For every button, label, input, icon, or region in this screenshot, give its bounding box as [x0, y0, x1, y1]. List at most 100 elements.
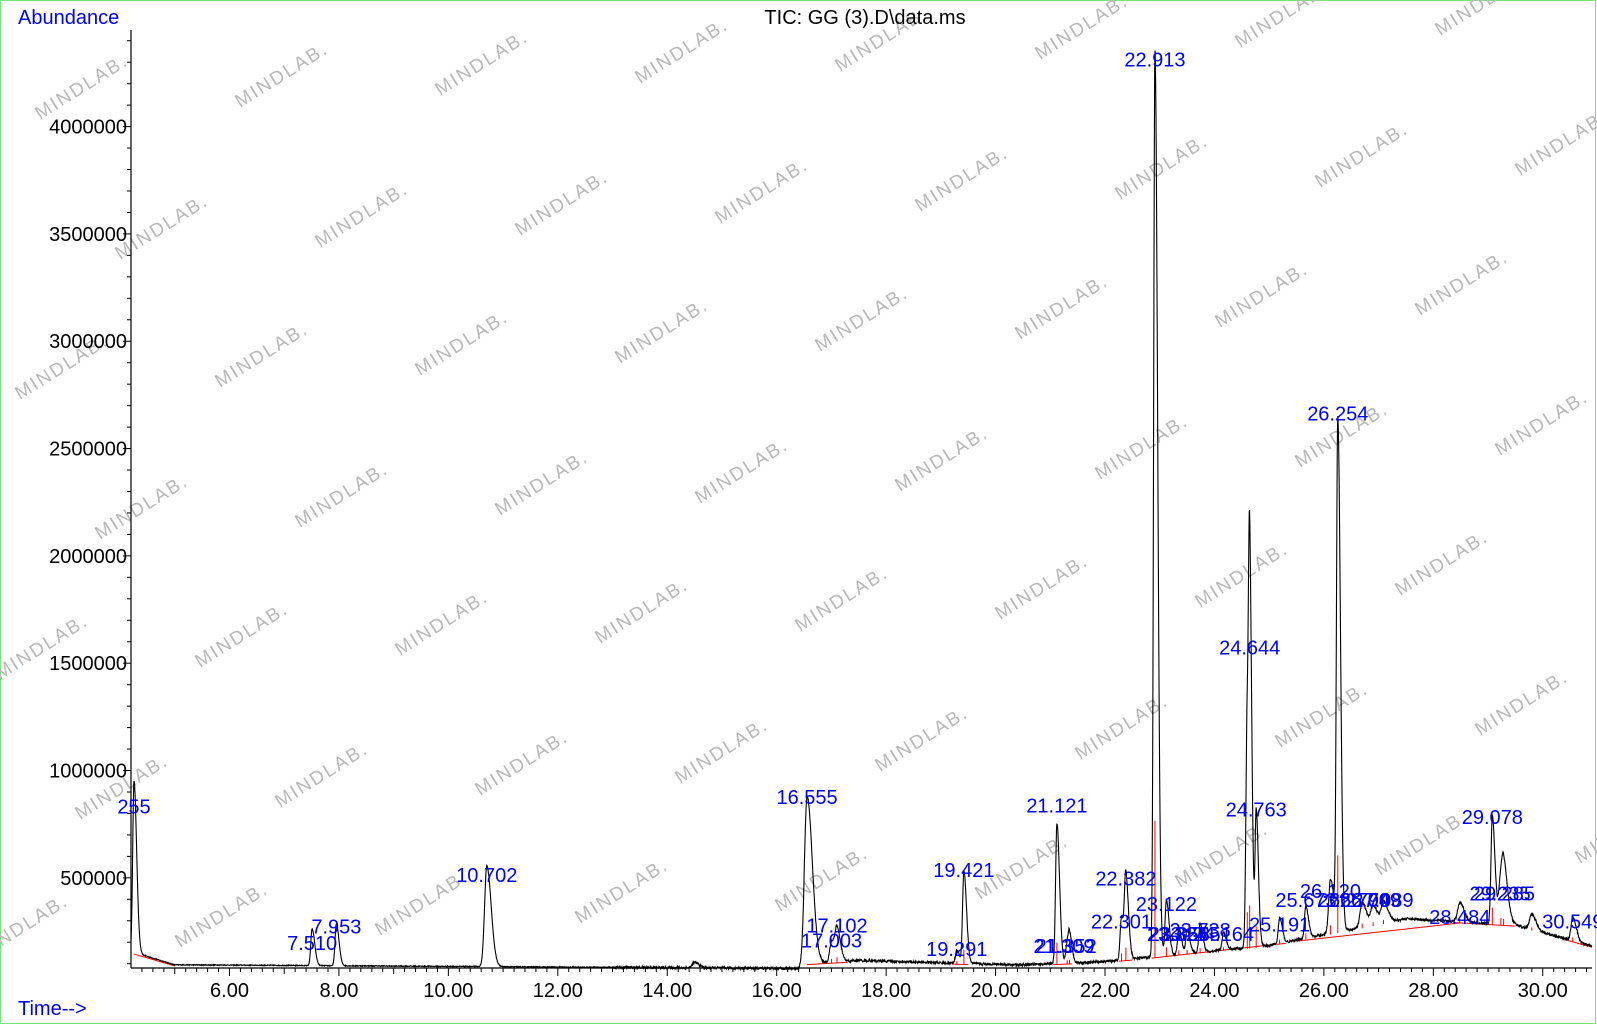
peak-label: 23.358	[1149, 924, 1210, 946]
peak-label: 7.953	[311, 917, 361, 939]
x-tick-label: 24.00	[1189, 980, 1239, 1002]
peak-label: 17.003	[801, 931, 862, 953]
watermark-18: MINDLAB.	[412, 306, 513, 380]
peak-label: 23.324	[1147, 924, 1208, 946]
watermark-11: MINDLAB.	[712, 154, 813, 228]
watermark-48: MINDLAB.	[0, 890, 72, 964]
y-tick-label: 2000000	[49, 546, 127, 568]
watermark-34: MINDLAB.	[392, 586, 493, 660]
tic-trace	[130, 50, 1593, 972]
watermark-1: MINDLAB.	[232, 38, 333, 112]
y-tick-label: 2500000	[49, 439, 127, 461]
watermark-14: MINDLAB.	[1312, 118, 1413, 192]
peak-label: 24.763	[1226, 800, 1287, 822]
baseline-segment	[1052, 963, 1073, 966]
watermark-0: MINDLAB.	[32, 50, 133, 124]
watermark-2: MINDLAB.	[432, 26, 533, 100]
peak-label: 21.121	[1026, 795, 1087, 817]
watermark-38: MINDLAB.	[1192, 538, 1293, 612]
watermark-5: MINDLAB.	[1032, 0, 1133, 64]
peak-label: 23.738	[1170, 920, 1231, 942]
x-tick-label: 28.00	[1408, 980, 1458, 1002]
watermark-23: MINDLAB.	[1412, 246, 1513, 320]
watermark-35: MINDLAB.	[592, 574, 693, 648]
watermark-51: MINDLAB.	[572, 854, 673, 928]
peak-label: 19.291	[926, 939, 987, 961]
watermark-46: MINDLAB.	[1272, 678, 1373, 752]
x-tick-label: 8.00	[319, 980, 358, 1002]
watermark-27: MINDLAB.	[692, 434, 793, 508]
x-tick-label: 14.00	[642, 980, 692, 1002]
watermark-17: MINDLAB.	[212, 318, 313, 392]
peak-label: 26.909	[1340, 890, 1401, 912]
watermark-10: MINDLAB.	[512, 166, 613, 240]
watermark-22: MINDLAB.	[1212, 258, 1313, 332]
y-tick-label: 500000	[60, 868, 127, 890]
watermark-43: MINDLAB.	[672, 714, 773, 788]
watermark-21: MINDLAB.	[1012, 270, 1113, 344]
watermark-15: MINDLAB.	[1512, 106, 1597, 180]
watermark-44: MINDLAB.	[872, 702, 973, 776]
peak-label: 29.078	[1462, 807, 1523, 829]
x-tick-label: 16.00	[752, 980, 802, 1002]
watermark-47: MINDLAB.	[1472, 666, 1573, 740]
x-tick-label: 18.00	[861, 980, 911, 1002]
x-tick-label: 6.00	[210, 980, 249, 1002]
watermark-6: MINDLAB.	[1232, 0, 1333, 52]
watermark-39: MINDLAB.	[1392, 526, 1493, 600]
y-tick-label: 3000000	[49, 331, 127, 353]
peak-label: 26.254	[1307, 404, 1368, 426]
watermark-37: MINDLAB.	[992, 550, 1093, 624]
x-tick-label: 20.00	[971, 980, 1021, 1002]
watermark-12: MINDLAB.	[912, 142, 1013, 216]
peak-label: 23.122	[1136, 894, 1197, 916]
y-axis-label: Abundance	[18, 7, 119, 29]
peak-label: 255	[117, 796, 150, 818]
baseline-segment	[1118, 959, 1133, 962]
x-tick-label: 10.00	[423, 980, 473, 1002]
peak-label: 25.673	[1275, 890, 1336, 912]
peak-label: 26.120	[1300, 881, 1361, 903]
peak-label: 7.510	[287, 933, 337, 955]
watermark-45: MINDLAB.	[1072, 690, 1173, 764]
peak-label: 16.555	[776, 787, 837, 809]
peak-label: 27.089	[1352, 890, 1413, 912]
peak-label: 26.704	[1329, 890, 1390, 912]
peak-label: 10.702	[456, 865, 517, 887]
watermark-41: MINDLAB.	[272, 738, 373, 812]
x-tick-label: 30.00	[1518, 980, 1568, 1002]
watermark-9: MINDLAB.	[312, 178, 413, 252]
x-tick-label: 26.00	[1299, 980, 1349, 1002]
peak-label: 24.164	[1193, 924, 1254, 946]
axes: 6.00 8.00 10.00 12.00 14.00 16.00 18.00 20.00 22…	[49, 30, 1592, 1002]
x-tick-label: 12.00	[533, 980, 583, 1002]
watermark-7: MINDLAB.	[1432, 0, 1533, 40]
watermark-25: MINDLAB.	[292, 458, 393, 532]
peak-label: 22.913	[1124, 49, 1185, 71]
watermark-28: MINDLAB.	[892, 422, 993, 496]
watermark-33: MINDLAB.	[192, 598, 293, 672]
peak-label: 29.235	[1469, 883, 1530, 905]
baseline-segment	[1455, 922, 1516, 927]
watermark-layer: MINDLAB. MINDLAB. MINDLAB. MINDLAB. MINDLAB.…	[0, 0, 1597, 964]
watermark-36: MINDLAB.	[792, 562, 893, 636]
watermark-52: MINDLAB.	[772, 842, 873, 916]
y-tick-label: 1000000	[49, 761, 127, 783]
watermark-49: MINDLAB.	[172, 878, 273, 952]
y-tick-label: 3500000	[49, 224, 127, 246]
peak-label: 26.277	[1318, 890, 1379, 912]
watermark-26: MINDLAB.	[492, 446, 593, 520]
peak-label: 29.285	[1474, 883, 1535, 905]
watermark-3: MINDLAB.	[632, 14, 733, 88]
baseline-segment	[806, 961, 848, 966]
peak-label: 22.301	[1091, 911, 1152, 933]
watermark-31: MINDLAB.	[1492, 386, 1593, 460]
peak-label: 22.382	[1095, 868, 1156, 890]
peak-label: 25.191	[1249, 915, 1310, 937]
peak-label: 30.549	[1542, 911, 1597, 933]
peak-label: 19.421	[933, 860, 994, 882]
watermark-56: MINDLAB.	[1572, 794, 1597, 868]
